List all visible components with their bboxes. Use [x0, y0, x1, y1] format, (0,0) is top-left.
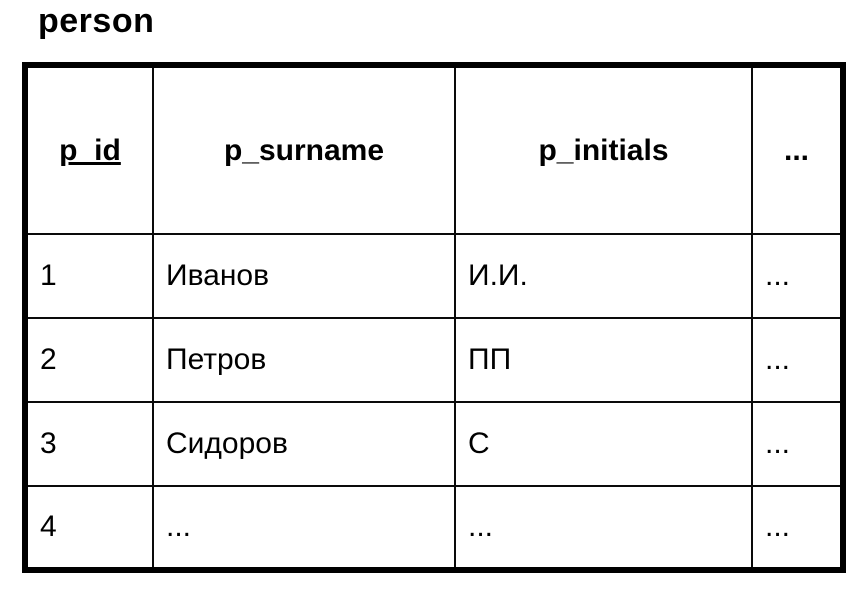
cell-p-initials: ПП [454, 317, 753, 403]
cell-p-initials: ... [454, 485, 753, 571]
person-table: p_id p_surname p_initials ... 1 Иванов И… [22, 62, 846, 573]
cell-p-surname: Петров [152, 317, 456, 403]
table-title: person [38, 2, 155, 40]
header-cell-p-id: p_id [24, 64, 154, 235]
cell-p-id: 2 [24, 317, 154, 403]
cell-p-id: 3 [24, 401, 154, 487]
cell-p-initials: И.И. [454, 233, 753, 319]
table-row: 3 Сидоров С ... [24, 401, 844, 487]
header-label-ellipsis: ... [783, 133, 809, 167]
cell-p-id: 4 [24, 485, 154, 571]
header-label-p-initials: p_initials [538, 133, 669, 167]
cell-ellipsis: ... [751, 317, 844, 403]
cell-ellipsis: ... [751, 485, 844, 571]
cell-p-id: 1 [24, 233, 154, 319]
cell-p-surname: Сидоров [152, 401, 456, 487]
cell-p-surname: Иванов [152, 233, 456, 319]
header-label-p-surname: p_surname [223, 133, 385, 167]
cell-p-initials: С [454, 401, 753, 487]
header-row: p_id p_surname p_initials ... [24, 64, 844, 235]
header-cell-ellipsis: ... [751, 64, 844, 235]
cell-p-surname: ... [152, 485, 456, 571]
header-cell-p-initials: p_initials [454, 64, 753, 235]
cell-ellipsis: ... [751, 233, 844, 319]
table-row: 4 ... ... ... [24, 485, 844, 571]
header-cell-p-surname: p_surname [152, 64, 456, 235]
header-label-p-id: p_id [59, 133, 121, 167]
cell-ellipsis: ... [751, 401, 844, 487]
table-row: 2 Петров ПП ... [24, 317, 844, 403]
table-row: 1 Иванов И.И. ... [24, 233, 844, 319]
